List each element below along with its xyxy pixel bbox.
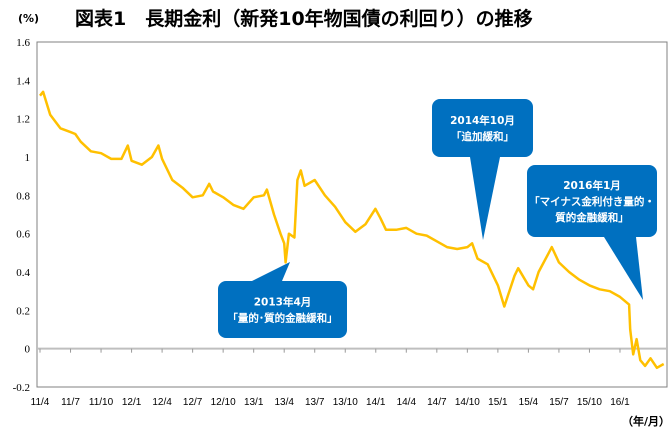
y-tick-label: 0.6 xyxy=(16,229,30,241)
y-tick-label: 1 xyxy=(25,152,31,164)
callout-text: 「量的･質的金融緩和」 xyxy=(227,312,337,325)
x-tick-label: 11/7 xyxy=(61,397,80,408)
y-tick-label: 0.4 xyxy=(16,267,30,279)
annotation-callout: 2014年10月「追加緩和」 xyxy=(432,99,533,240)
y-tick-label: 0 xyxy=(25,344,31,356)
y-axis-unit: (%) xyxy=(18,12,40,25)
plot-border xyxy=(36,41,668,388)
y-tick-label: 1.6 xyxy=(16,37,30,49)
x-tick-label: 12/7 xyxy=(183,397,203,408)
x-tick-label: 14/7 xyxy=(427,397,447,408)
x-tick-label: 14/1 xyxy=(366,397,386,408)
x-tick-label: 13/1 xyxy=(244,397,264,408)
callout-box xyxy=(527,165,657,237)
x-tick-label: 12/4 xyxy=(152,397,172,408)
y-tick-label: -0.2 xyxy=(13,382,30,394)
callout-text: 2013年4月 xyxy=(254,296,312,309)
x-tick-label: 15/10 xyxy=(577,397,602,408)
x-tick-label: 13/10 xyxy=(333,397,358,408)
chart-title: 図表1 長期金利（新発10年物国債の利回り）の推移 xyxy=(75,8,533,30)
x-tick-label: 11/10 xyxy=(89,397,114,408)
x-tick-label: 11/4 xyxy=(31,397,50,408)
callout-text: 「マイナス金利付き量的・ xyxy=(529,195,655,208)
callout-text: 2014年10月 xyxy=(450,114,515,127)
x-tick-label: 14/10 xyxy=(455,397,480,408)
callout-box xyxy=(432,99,533,157)
yield-line xyxy=(39,90,665,370)
callout-text: 2016年1月 xyxy=(563,179,621,192)
annotation-callout: 2016年1月「マイナス金利付き量的・質的金融緩和」 xyxy=(527,165,657,300)
x-tick-label: 13/4 xyxy=(274,397,294,408)
y-tick-label: 0.2 xyxy=(16,305,30,317)
x-tick-label: 16/1 xyxy=(610,397,630,408)
callout-text: 質的金融緩和」 xyxy=(555,211,629,224)
y-tick-label: 1.4 xyxy=(16,75,30,87)
callout-text: 「追加緩和」 xyxy=(451,130,514,143)
x-tick-label: 15/7 xyxy=(549,397,569,408)
x-tick-label: 14/4 xyxy=(397,397,417,408)
x-tick-label: 13/7 xyxy=(305,397,325,408)
callout-pointer xyxy=(604,237,643,300)
x-axis-unit: （年/月） xyxy=(622,415,670,428)
x-tick-label: 15/4 xyxy=(519,397,539,408)
callout-pointer xyxy=(252,262,290,281)
y-tick-label: 1.2 xyxy=(16,114,30,126)
x-tick-label: 12/10 xyxy=(211,397,236,408)
y-tick-label: 0.8 xyxy=(16,190,30,202)
x-tick-label: 12/1 xyxy=(122,397,142,408)
callout-pointer xyxy=(470,157,500,240)
x-tick-label: 15/1 xyxy=(488,397,508,408)
annotation-callout: 2013年4月「量的･質的金融緩和」 xyxy=(218,262,347,338)
callout-box xyxy=(218,281,347,338)
